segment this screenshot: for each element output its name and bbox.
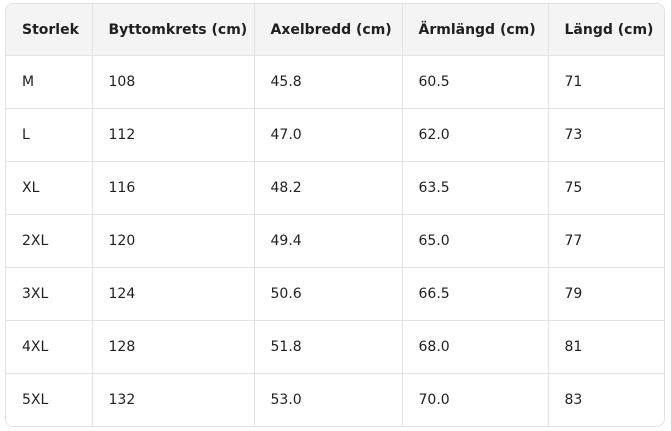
table-cell: 47.0: [253, 108, 402, 162]
table-cell: 116: [91, 161, 254, 215]
table-cell: 62.0: [401, 108, 548, 162]
header-cell: Byttomkrets (cm): [91, 4, 254, 56]
table-cell: 51.8: [253, 320, 402, 374]
table-cell: 4XL: [6, 320, 92, 374]
table-cell: 45.8: [253, 55, 402, 109]
table-row: M 108 45.8 60.5 71: [6, 55, 664, 109]
table-cell: 73: [547, 108, 664, 162]
header-row: Storlek Byttomkrets (cm) Axelbredd (cm) Ärm…: [6, 4, 664, 56]
table-cell: 60.5: [401, 55, 548, 109]
table-cell: 2XL: [6, 214, 92, 268]
table-cell: 112: [91, 108, 254, 162]
table-row: 5XL 132 53.0 70.0 83: [6, 373, 664, 426]
table-cell: 75: [547, 161, 664, 215]
table-cell: 77: [547, 214, 664, 268]
table-row: 2XL 120 49.4 65.0 77: [6, 214, 664, 268]
table-cell: 81: [547, 320, 664, 374]
table-row: XL 116 48.2 63.5 75: [6, 161, 664, 215]
table-cell: L: [6, 108, 92, 162]
table-cell: 48.2: [253, 161, 402, 215]
header-cell: Längd (cm): [547, 4, 664, 56]
table-cell: M: [6, 55, 92, 109]
table-cell: XL: [6, 161, 92, 215]
table-row: 3XL 124 50.6 66.5 79: [6, 267, 664, 321]
table-cell: 50.6: [253, 267, 402, 321]
table-cell: 108: [91, 55, 254, 109]
table-cell: 79: [547, 267, 664, 321]
header-cell: Storlek: [6, 4, 92, 56]
table-cell: 71: [547, 55, 664, 109]
table-cell: 70.0: [401, 373, 548, 426]
table-cell: 5XL: [22, 392, 49, 408]
table-cell: 83: [547, 373, 664, 426]
table-cell: 128: [91, 320, 254, 374]
header-cell: Axelbredd (cm): [253, 4, 402, 56]
table-cell: 66.5: [401, 267, 548, 321]
table-cell: 63.5: [401, 161, 548, 215]
table-cell: 65.0: [401, 214, 548, 268]
table-cell: 68.0: [401, 320, 548, 374]
table-cell: 53.0: [253, 373, 402, 426]
table-row: L 112 47.0 62.0 73: [6, 108, 664, 162]
table-cell: 124: [91, 267, 254, 321]
table-cell: 49.4: [253, 214, 402, 268]
table-row: 4XL 128 51.8 68.0 81: [6, 320, 664, 374]
header-cell: Ärmlängd (cm): [401, 4, 548, 56]
table-container: Storlek Byttomkrets (cm) Axelbredd (cm) Ärm…: [5, 3, 665, 427]
table-cell: 132: [91, 373, 254, 426]
size-table: Storlek Byttomkrets (cm) Axelbredd (cm) Ärm…: [6, 4, 664, 426]
table-cell: 3XL: [6, 267, 92, 321]
table-cell: 120: [91, 214, 254, 268]
